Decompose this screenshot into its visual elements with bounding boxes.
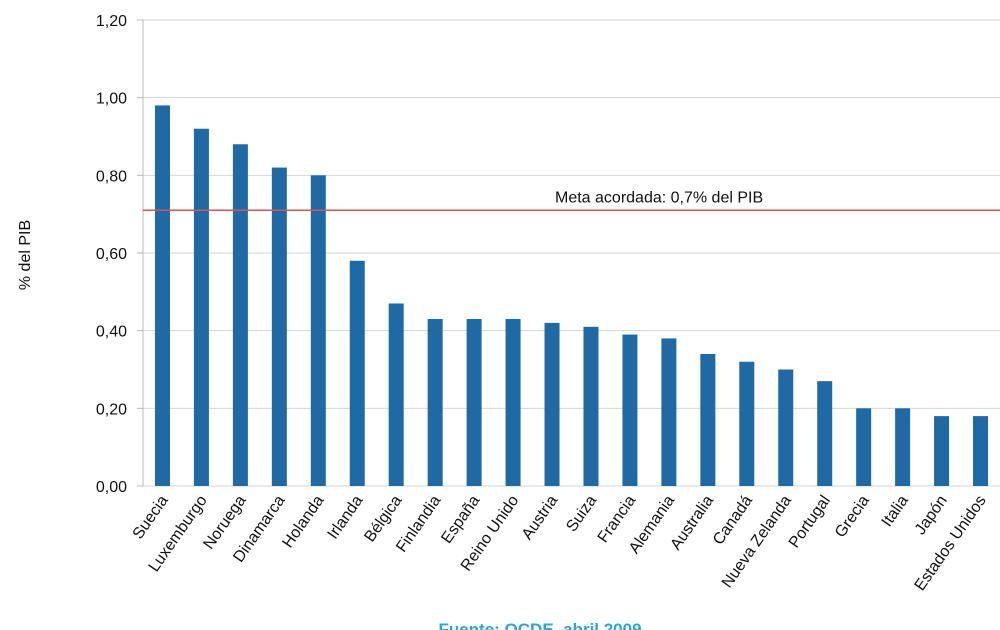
bar: [661, 338, 677, 486]
bar: [310, 175, 326, 487]
x-tick-label: Italia: [879, 492, 912, 530]
x-tick-label: Irlanda: [325, 492, 367, 542]
y-tick-label: 1,00: [96, 91, 127, 108]
bar: [739, 361, 755, 486]
bar: [700, 353, 716, 486]
y-tick-label: 1,20: [96, 13, 127, 30]
x-tick-label: Austria: [519, 492, 562, 543]
bar: [154, 105, 170, 486]
x-tick-label: Estados Unidos: [912, 493, 990, 595]
y-tick-label: 0,80: [96, 168, 127, 185]
bar: [232, 144, 248, 486]
bar: [817, 381, 833, 486]
bar: [466, 319, 482, 486]
y-tick-label: 0,00: [96, 479, 127, 496]
y-tick-label: 0,40: [96, 324, 127, 341]
bar: [544, 322, 560, 486]
bar: [271, 167, 287, 487]
x-tick-label: Suiza: [563, 492, 600, 535]
y-tick-label: 0,60: [96, 246, 127, 263]
bar: [583, 326, 599, 486]
x-tick-label: Nueva Zelanda: [719, 492, 795, 591]
bar: [778, 369, 794, 486]
x-tick-label: Suecia: [130, 492, 172, 542]
bar: [349, 260, 365, 486]
source: Fuente: OCDE, abril 2009: [438, 620, 641, 630]
bar: [505, 319, 521, 486]
bar: [934, 416, 950, 486]
bar: [622, 334, 638, 486]
x-tick-label: Grecia: [832, 492, 873, 540]
bar: [895, 408, 911, 486]
bar: [193, 128, 209, 486]
bar: [856, 408, 872, 486]
reference-label: Meta acordada: 0,7% del PIB: [555, 189, 763, 206]
bar: [973, 416, 989, 486]
x-tick-label: Japón: [912, 493, 951, 538]
y-tick-label: 0,20: [96, 401, 127, 418]
bar: [388, 303, 404, 486]
y-axis-label: % del PIB: [17, 220, 34, 290]
bar: [427, 319, 443, 486]
